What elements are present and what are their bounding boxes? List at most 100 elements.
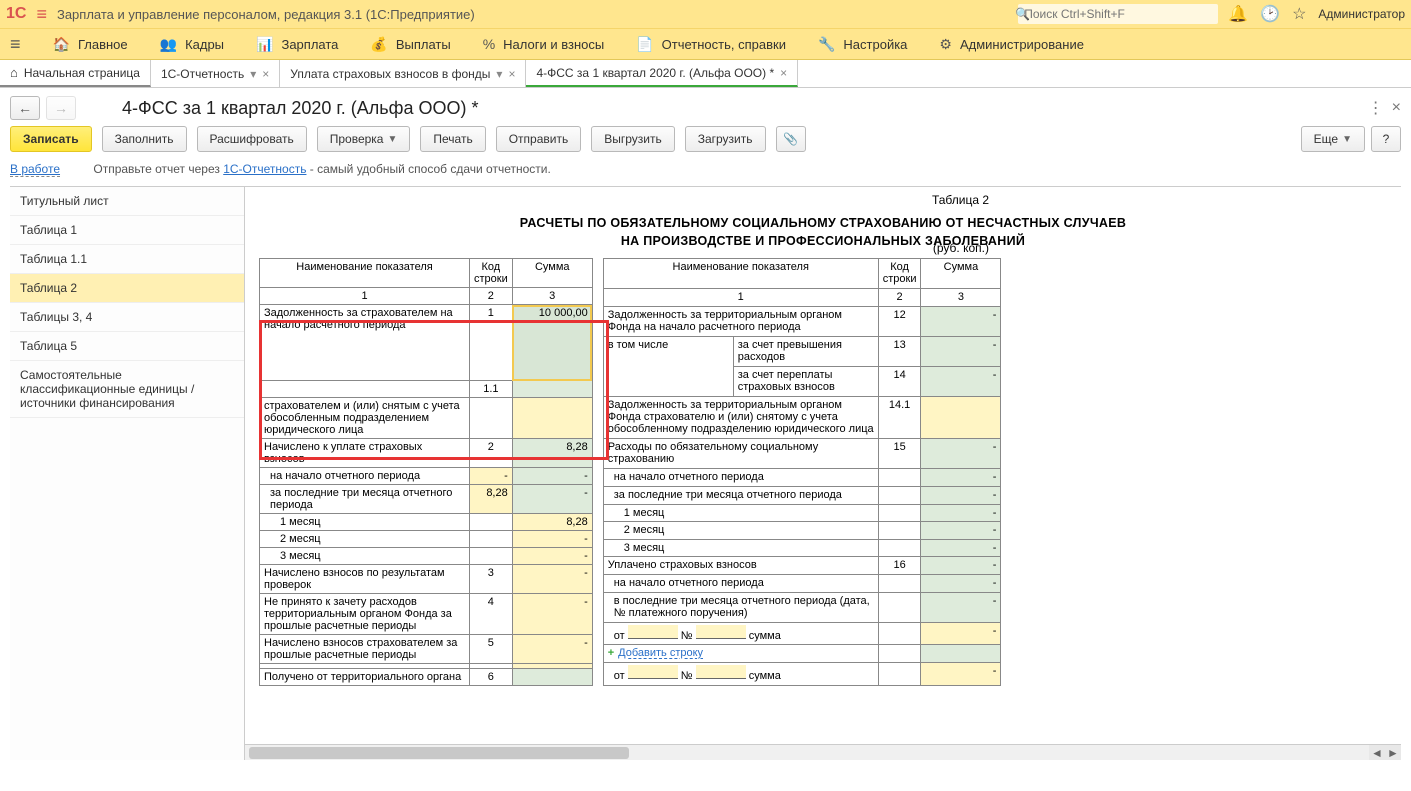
menu-label: Главное — [78, 37, 128, 52]
table-row: на начало отчетного периода-- — [260, 468, 593, 485]
menu-icon: 👥 — [160, 36, 177, 53]
table-row: 2 месяц- — [603, 522, 1001, 540]
user-label[interactable]: Администратор — [1318, 7, 1405, 21]
hint-text: Отправьте отчет через 1С-Отчетность - са… — [93, 162, 550, 176]
table-row: в последние три месяца отчетного периода… — [603, 592, 1001, 622]
bell-icon[interactable]: 🔔 — [1228, 4, 1248, 24]
plus-icon: + — [608, 647, 614, 659]
save-button[interactable]: Записать — [10, 126, 92, 152]
sidebar: Титульный листТаблица 1Таблица 1.1Таблиц… — [10, 187, 245, 760]
help-button[interactable]: ? — [1371, 126, 1401, 152]
menu-item-2[interactable]: 👥 Кадры — [144, 29, 240, 59]
export-button[interactable]: Выгрузить — [591, 126, 675, 152]
hamburger-icon[interactable]: ≡ — [36, 4, 47, 25]
add-row-link[interactable]: Добавить строку — [618, 647, 703, 659]
table-row: от № сумма- — [603, 622, 1001, 645]
menu-item-4[interactable]: 💰 Выплаты — [354, 29, 466, 59]
table-row: Начислено к уплате страховых взносов28,2… — [260, 439, 593, 468]
menu-label: Выплаты — [396, 37, 451, 52]
logo-1c: 1C — [6, 5, 26, 23]
attach-button[interactable]: 📎 — [776, 126, 806, 152]
sidebar-item-5[interactable]: Таблица 5 — [10, 332, 244, 361]
table-row: Задолженность за территориальным органом… — [603, 306, 1001, 336]
tab-2[interactable]: 4-ФСС за 1 квартал 2020 г. (Альфа ООО) *… — [526, 60, 798, 87]
date-input[interactable] — [628, 665, 678, 679]
menu-item-7[interactable]: 🔧Настройка — [802, 29, 923, 59]
sidebar-item-0[interactable]: Титульный лист — [10, 187, 244, 216]
search-input[interactable] — [1018, 4, 1218, 24]
menu-item-8[interactable]: ⚙ Администрирование — [923, 29, 1100, 59]
decrypt-button[interactable]: Расшифровать — [197, 126, 307, 152]
sidebar-item-1[interactable]: Таблица 1 — [10, 216, 244, 245]
menu-label: Кадры — [185, 37, 224, 52]
content: Таблица 2 РАСЧЕТЫ ПО ОБЯЗАТЕЛЬНОМУ СОЦИА… — [245, 187, 1401, 760]
tab-home[interactable]: ⌂ Начальная страница — [0, 60, 151, 87]
document: Таблица 2 РАСЧЕТЫ ПО ОБЯЗАТЕЛЬНОМУ СОЦИА… — [245, 187, 1401, 706]
units-label: (руб. коп.) — [933, 241, 989, 255]
th-name: Наименование показателя — [260, 259, 470, 288]
menu-icon: ⚙ — [939, 36, 952, 53]
menu-label: Налоги и взносы — [503, 37, 604, 52]
nav-forward-button[interactable]: → — [46, 96, 76, 120]
sidebar-item-6[interactable]: Самостоятельные классификационные единиц… — [10, 361, 244, 418]
form-title: 4-ФСС за 1 квартал 2020 г. (Альфа ООО) * — [122, 98, 479, 119]
table-row: страхователем и (или) снятым с учета обо… — [260, 398, 593, 439]
menu-icon: 💰 — [370, 36, 387, 53]
chevron-down-icon: ▾ — [496, 67, 502, 81]
table-row: Расходы по обязательному социальному стр… — [603, 439, 1001, 469]
num-input[interactable] — [696, 665, 746, 679]
check-button[interactable]: Проверка▼ — [317, 126, 411, 152]
close-icon[interactable]: × — [262, 67, 269, 81]
th-code: Код строки — [470, 259, 513, 288]
tab-label: 4-ФСС за 1 квартал 2020 г. (Альфа ООО) * — [536, 66, 774, 80]
menu-label: Отчетность, справки — [662, 37, 786, 52]
star-icon[interactable]: ☆ — [1292, 4, 1306, 24]
menu-label: Администрирование — [960, 37, 1084, 52]
kebab-icon[interactable]: ⋮ — [1368, 98, 1384, 118]
toolbar: Записать Заполнить Расшифровать Проверка… — [10, 126, 1401, 152]
import-button[interactable]: Загрузить — [685, 126, 766, 152]
date-input[interactable] — [628, 625, 678, 639]
more-button[interactable]: Еще▼ — [1301, 126, 1365, 152]
sidebar-item-4[interactable]: Таблицы 3, 4 — [10, 303, 244, 332]
hint-link[interactable]: 1С-Отчетность — [223, 162, 306, 176]
close-icon[interactable]: × — [780, 66, 787, 80]
print-button[interactable]: Печать — [420, 126, 485, 152]
table-row: Начислено взносов по результатам проверо… — [260, 565, 593, 594]
close-icon[interactable]: × — [1392, 99, 1401, 117]
doc-title: РАСЧЕТЫ ПО ОБЯЗАТЕЛЬНОМУ СОЦИАЛЬНОМУ СТР… — [259, 215, 1387, 250]
table-row: Не принято к зачету расходов территориал… — [260, 594, 593, 635]
nav-back-button[interactable]: ← — [10, 96, 40, 120]
th-code-r: Код строки — [878, 259, 921, 289]
close-icon[interactable]: × — [508, 67, 515, 81]
menu-item-6[interactable]: 📄Отчетность, справки — [620, 29, 802, 59]
status-link[interactable]: В работе — [10, 162, 60, 177]
fill-button[interactable]: Заполнить — [102, 126, 187, 152]
tab-0[interactable]: 1С-Отчетность ▾ × — [151, 60, 280, 87]
sidebar-item-3[interactable]: Таблица 2 — [10, 274, 244, 303]
app-title: Зарплата и управление персоналом, редакц… — [57, 7, 475, 22]
th-sum: Сумма — [512, 259, 592, 288]
sidebar-item-2[interactable]: Таблица 1.1 — [10, 245, 244, 274]
menu-item-1[interactable]: 🏠 Главное — [37, 29, 144, 59]
form-area: ← → 4-ФСС за 1 квартал 2020 г. (Альфа ОО… — [0, 88, 1411, 768]
tab-1[interactable]: Уплата страховых взносов в фонды ▾ × — [280, 60, 526, 87]
table-row: в том числеза счет превышения расходов13… — [603, 336, 1001, 366]
menu-icon: % — [483, 36, 495, 52]
menu-icon: 🏠 — [53, 36, 70, 53]
menu-item-5[interactable]: % Налоги и взносы — [467, 29, 621, 59]
menu-item-3[interactable]: 📊 Зарплата — [240, 29, 354, 59]
table-row: от № сумма- — [603, 663, 1001, 686]
paperclip-icon: 📎 — [783, 132, 798, 146]
menu-item-0[interactable]: ≡ — [0, 29, 37, 59]
menu-icon: 📊 — [256, 36, 273, 53]
horizontal-scrollbar[interactable]: ◄ ► — [245, 744, 1401, 760]
tab-bar: ⌂ Начальная страница 1С-Отчетность ▾ ×Уп… — [0, 60, 1411, 88]
menu-label: Зарплата — [281, 37, 338, 52]
right-table: Наименование показателя Код строки Сумма… — [603, 258, 1002, 686]
menu-icon: ≡ — [10, 34, 21, 55]
num-input[interactable] — [696, 625, 746, 639]
history-icon[interactable]: 🕑 — [1260, 4, 1280, 24]
table-row: 3 месяц- — [260, 548, 593, 565]
send-button[interactable]: Отправить — [496, 126, 582, 152]
